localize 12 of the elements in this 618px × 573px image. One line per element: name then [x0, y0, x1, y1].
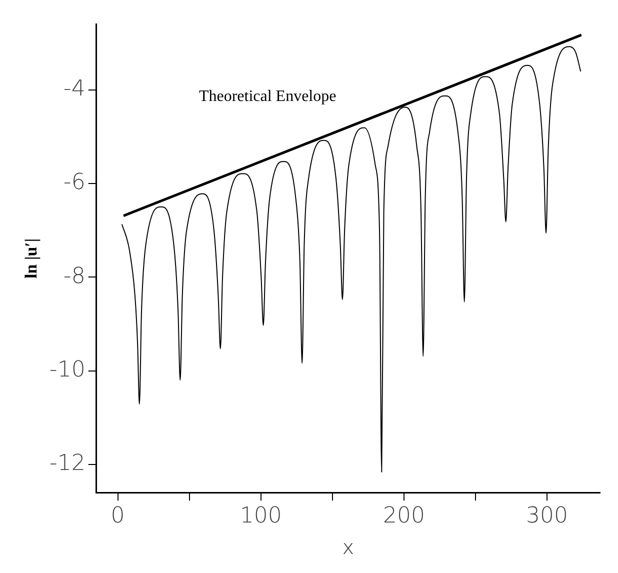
x-axis-title: x — [342, 535, 354, 560]
y-tick-label: -10 — [49, 358, 86, 383]
x-tick-label: 0 — [110, 504, 125, 529]
y-tick-label: -8 — [63, 264, 86, 289]
x-tick-label: 100 — [240, 504, 282, 529]
x-tick-label: 300 — [526, 504, 568, 529]
y-tick-label: -6 — [63, 170, 86, 196]
x-tick-label: 200 — [382, 504, 425, 529]
annotation: Theoretical Envelope — [198, 88, 336, 106]
y-axis-title: ln |u′| — [22, 238, 41, 278]
y-tick-label: -4 — [63, 76, 86, 102]
y-tick-label: -12 — [49, 451, 86, 476]
